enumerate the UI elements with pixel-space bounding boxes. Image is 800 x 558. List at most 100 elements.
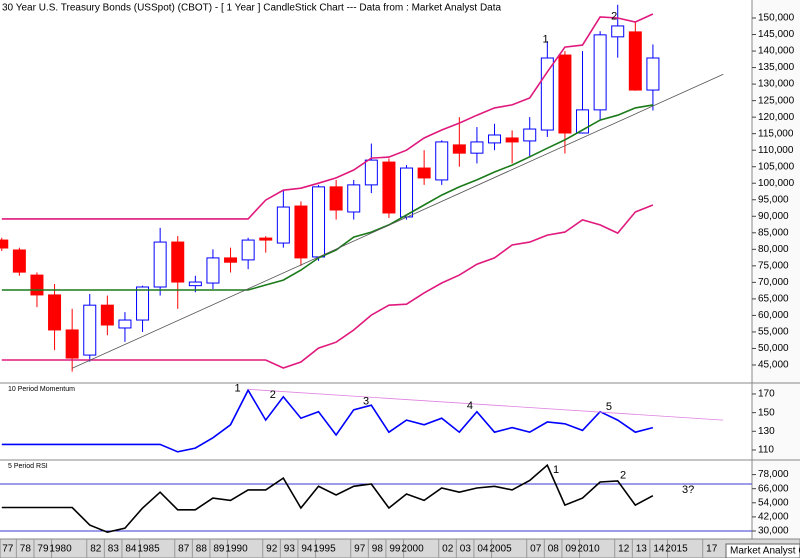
candle-body: [628, 31, 642, 91]
candle-body: [48, 294, 62, 331]
footer: Market Analyst 6: [730, 546, 800, 557]
x-tick-label: 13: [636, 544, 648, 555]
y-tick-label: 95,000: [758, 194, 789, 205]
y-tick-label: 65,000: [758, 294, 789, 305]
annotation: 5: [606, 401, 612, 413]
y-tick-label: 145,000: [758, 29, 795, 40]
x-tick-label: 89: [213, 544, 225, 555]
x-tick-label: 17: [706, 544, 718, 555]
x-tick-label: 1995: [313, 544, 336, 555]
x-tick-label: 2010: [577, 544, 600, 555]
candle-body: [452, 144, 466, 154]
candle-body: [153, 241, 167, 288]
y-tick-label: 170: [758, 389, 775, 400]
candle-body: [294, 205, 308, 259]
candle-body: [171, 241, 185, 283]
series-line: [1, 204, 654, 369]
candle-body: [136, 286, 150, 321]
candle-body: [347, 184, 361, 213]
x-tick-label: 94: [301, 544, 313, 555]
series-line: [1, 104, 654, 291]
y-tick-label: 85,000: [758, 227, 789, 238]
candle-body: [83, 304, 97, 356]
candle-body: [400, 167, 414, 218]
y-tick-label: 80,000: [758, 244, 789, 255]
candle-body: [12, 249, 26, 273]
x-tick-label: 99: [389, 544, 401, 555]
y-tick-label: 140,000: [758, 46, 795, 57]
x-tick-label: 97: [354, 544, 366, 555]
footer-box: [725, 543, 800, 558]
y-tick-label: 55,000: [758, 327, 789, 338]
annotation: 3: [363, 395, 369, 407]
annotation: 1: [235, 382, 241, 394]
y-tick-label: 50,000: [758, 343, 789, 354]
candle-body: [505, 137, 519, 143]
x-tick-label: 2000: [401, 544, 424, 555]
x-tick-label: 02: [442, 544, 454, 555]
x-tick-label: 04: [477, 544, 489, 555]
x-tick-label: 09: [565, 544, 577, 555]
candle-body: [0, 239, 9, 249]
annotation: 2: [270, 389, 276, 401]
panel-title: 10 Period Momentum: [8, 386, 75, 393]
y-tick-label: 135,000: [758, 62, 795, 73]
x-tick-label: 92: [266, 544, 278, 555]
x-tick-label: 1985: [137, 544, 160, 555]
x-tick-label: 88: [196, 544, 208, 555]
y-tick-label: 42,000: [758, 512, 789, 523]
candle-body: [364, 159, 378, 186]
annotation: 2: [611, 10, 617, 22]
candle-body: [65, 329, 79, 359]
y-tick-label: 110,000: [758, 145, 794, 156]
y-tick-label: 100,000: [758, 178, 795, 189]
x-tick-label: 2015: [665, 544, 688, 555]
y-tick-label: 60,000: [758, 310, 789, 321]
x-tick-label: 07: [530, 544, 542, 555]
candle-body: [100, 304, 114, 326]
annotation: 4: [467, 400, 473, 412]
candle-body: [558, 54, 572, 134]
x-tick-label: 08: [548, 544, 560, 555]
y-tick-label: 45,000: [758, 360, 789, 371]
candle-body: [593, 34, 607, 111]
candle-body: [224, 257, 238, 263]
y-tick-label: 66,000: [758, 483, 789, 494]
x-tick-label: 82: [90, 544, 102, 555]
candle-body: [241, 239, 255, 261]
x-tick-label: 78: [20, 544, 32, 555]
y-tick-label: 30,000: [758, 526, 789, 537]
candle-body: [576, 109, 590, 134]
y-tick-label: 115,000: [758, 128, 794, 139]
candle-body: [611, 25, 625, 38]
candle-body: [30, 274, 44, 296]
series-line: [1, 388, 654, 453]
x-tick-label: 98: [372, 544, 384, 555]
y-tick-label: 54,000: [758, 497, 789, 508]
candle-body: [417, 167, 431, 179]
candle-body: [259, 237, 273, 241]
x-tick-label: 1990: [225, 544, 248, 555]
y-tick-label: 78,000: [758, 469, 789, 480]
y-tick-label: 150,000: [758, 13, 795, 24]
x-tick-label: 93: [284, 544, 296, 555]
candle-body: [206, 257, 220, 284]
x-tick-label: 84: [125, 544, 137, 555]
y-tick-label: 75,000: [758, 260, 789, 271]
candle-body: [329, 186, 343, 211]
y-tick-label: 125,000: [758, 95, 795, 106]
candle-body: [540, 57, 554, 131]
annotation: 2: [620, 470, 626, 482]
candle-body: [188, 281, 202, 287]
x-tick-label: 14: [653, 544, 665, 555]
x-axis-strip: [0, 538, 800, 558]
series-line: [248, 388, 724, 421]
annotation: 1: [553, 464, 559, 476]
y-tick-label: 120,000: [758, 112, 795, 123]
y-tick-label: 130,000: [758, 79, 795, 90]
panel-title: 5 Period RSI: [8, 463, 48, 470]
candle-body: [312, 186, 326, 258]
x-tick-label: 77: [2, 544, 14, 555]
y-tick-label: 130: [758, 426, 775, 437]
